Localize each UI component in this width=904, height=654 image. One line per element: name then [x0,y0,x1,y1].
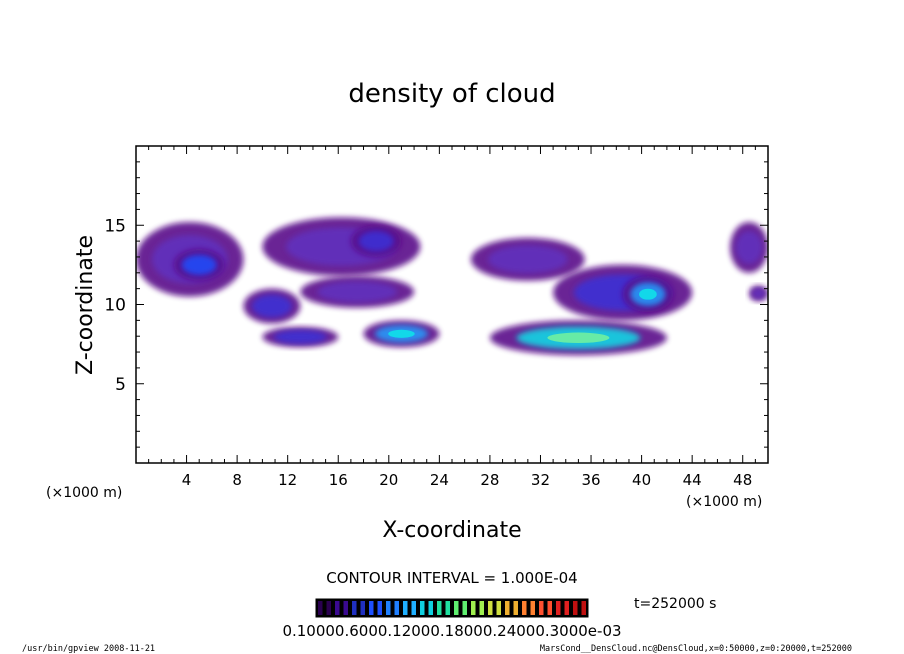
colorbar-cell [454,601,459,615]
x-tick-label: 24 [430,471,449,489]
colorbar-cell [522,601,527,615]
colorbar-cell [480,601,485,615]
colorbar-cell [352,601,357,615]
colorbar-cell [582,601,587,615]
colorbar-cell [318,601,323,615]
colorbar-cell [378,601,383,615]
colorbar-cell [488,601,493,615]
cloud-core-mid-left [252,295,292,318]
cloud-core-far-right [736,231,763,264]
colorbar-cell [395,601,400,615]
x-axis-label: X-coordinate [382,518,521,543]
x-tick-labels: 4 8 12 16 20 24 28 32 36 40 44 48 [182,471,752,489]
x-tick-label: 36 [581,471,600,489]
cloud-core-upper-left-core [182,255,217,276]
y-tick-labels: 5 10 15 [104,216,126,395]
footer-left: /usr/bin/gpview 2008-11-21 [22,644,155,654]
colorbar-cell [531,601,536,615]
colorbar-cell [369,601,374,615]
colorbar-cell [565,601,570,615]
x-tick-label: 48 [733,471,752,489]
x-tick-label: 32 [531,471,550,489]
cloud-core-lower-left [274,330,327,343]
x-tick-label: 8 [232,471,242,489]
colorbar-cell [497,601,502,615]
x-tick-label: 40 [632,471,651,489]
colorbar-cell [514,601,519,615]
colorbar-cell [386,601,391,615]
footer-right: MarsCond__DensCloud.nc@DensCloud,x=0:500… [540,644,852,654]
colorbar-cell [463,601,468,615]
colorbar-cell [505,601,510,615]
y-tick-label: 15 [104,216,126,236]
y-tick-label: 10 [104,296,126,316]
colorbar-cell [335,601,340,615]
colorbar-cell [327,601,332,615]
contour-interval: CONTOUR INTERVAL = 1.000E-04 [326,569,577,587]
x-tick-label: 44 [683,471,702,489]
chart-title: density of cloud [348,79,555,109]
colorbar-cell [412,601,417,615]
cloud-core-mid-center [317,282,397,303]
colorbar-cell [539,601,544,615]
time-label: t=252000 s [634,596,716,612]
colorbar-cell [420,601,425,615]
cloud-peak-lower-center [388,330,415,338]
y-axis-label: Z-coordinate [73,235,98,375]
cloud-peak-right-core [639,289,657,300]
colorbar-labels: 0.10000.6000.12000.18000.24000.3000e-03 [282,622,621,640]
x-tick-label: 16 [329,471,348,489]
cloud-core-right-upper [488,245,568,273]
cloud-field [136,217,768,355]
colorbar-cell [344,601,349,615]
colorbar-cell [429,601,434,615]
x-tick-label: 12 [278,471,297,489]
colorbar-cell [361,601,366,615]
colorbar-cell [446,601,451,615]
colorbar-cell [548,601,553,615]
x-tick-label: 20 [379,471,398,489]
colorbar-cell [437,601,442,615]
colorbar-cell [471,601,476,615]
colorbar-cell [556,601,561,615]
cloud-core-far-right-low [752,288,765,298]
x-tick-label: 28 [480,471,499,489]
x-unit-label-right: (×1000 m) [686,494,762,510]
y-tick-label: 5 [115,375,126,395]
x-tick-label: 4 [182,471,192,489]
cloud-core-upper-center-core [358,231,393,252]
cloud-peak-right-lower-arc [547,333,609,343]
colorbar-cell [403,601,408,615]
colorbar [316,599,589,617]
x-unit-label-left: (×1000 m) [46,485,122,501]
colorbar-cell [573,601,578,615]
